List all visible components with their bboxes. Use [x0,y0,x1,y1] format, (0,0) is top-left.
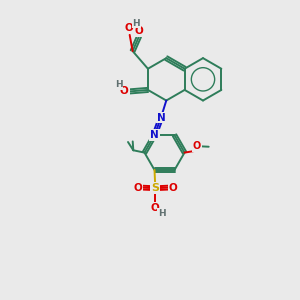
Text: H: H [158,209,165,218]
Text: O: O [120,86,129,96]
Text: O: O [125,23,134,33]
Text: N: N [150,130,159,140]
Text: S: S [151,183,159,193]
Text: O: O [151,203,160,213]
Text: O: O [193,141,201,151]
Text: O: O [135,26,143,36]
Text: O: O [133,183,142,193]
Text: H: H [115,80,122,89]
Text: H: H [132,19,140,28]
Text: O: O [168,183,177,193]
Text: N: N [157,112,165,123]
